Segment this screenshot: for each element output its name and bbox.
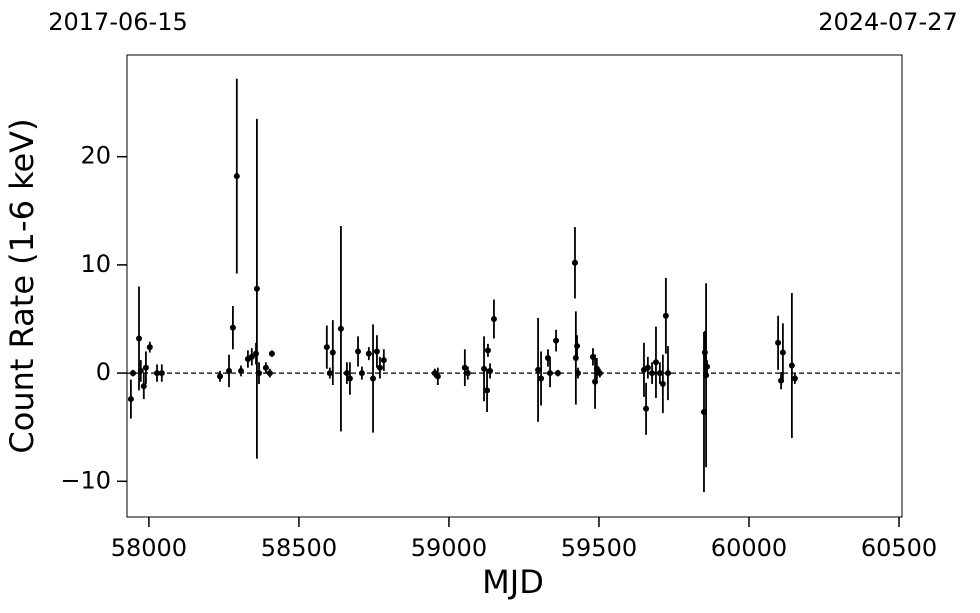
top-left-label: 2017-06-15 bbox=[48, 8, 187, 36]
data-point bbox=[136, 335, 143, 342]
data-point bbox=[652, 359, 659, 366]
data-point bbox=[154, 370, 161, 377]
x-tick-label: 58000 bbox=[111, 534, 187, 562]
data-point bbox=[355, 348, 362, 355]
data-point bbox=[137, 367, 144, 374]
data-point bbox=[376, 364, 383, 371]
data-point bbox=[574, 370, 581, 377]
data-point bbox=[238, 367, 245, 374]
data-point bbox=[380, 357, 387, 364]
data-point bbox=[484, 387, 491, 394]
data-point bbox=[649, 370, 656, 377]
data-point bbox=[574, 343, 581, 350]
x-tick-label: 60000 bbox=[711, 534, 787, 562]
data-point bbox=[703, 372, 710, 379]
data-point bbox=[268, 350, 275, 357]
data-point bbox=[659, 380, 666, 387]
data-point bbox=[337, 325, 344, 332]
data-point bbox=[481, 365, 488, 372]
data-point bbox=[535, 366, 542, 373]
data-point bbox=[592, 378, 599, 385]
data-point bbox=[323, 344, 330, 351]
data-point bbox=[329, 349, 336, 356]
data-point bbox=[554, 370, 561, 377]
data-point bbox=[643, 405, 650, 412]
x-tick-label: 59000 bbox=[411, 534, 487, 562]
data-point bbox=[226, 367, 233, 374]
data-point bbox=[461, 364, 468, 371]
y-tick-label: 0 bbox=[96, 358, 111, 386]
data-point bbox=[146, 344, 153, 351]
data-point bbox=[370, 375, 377, 382]
data-point bbox=[487, 367, 494, 374]
data-point bbox=[593, 365, 600, 372]
data-point bbox=[664, 370, 671, 377]
data-point bbox=[262, 364, 269, 371]
data-point bbox=[373, 348, 380, 355]
data-point bbox=[365, 350, 372, 357]
data-point bbox=[703, 363, 710, 370]
data-point bbox=[484, 347, 491, 354]
data-point bbox=[233, 173, 240, 180]
data-point bbox=[553, 337, 560, 344]
top-right-label: 2024-07-27 bbox=[818, 8, 957, 36]
data-point bbox=[256, 370, 263, 377]
data-point bbox=[596, 370, 603, 377]
data-point bbox=[343, 370, 350, 377]
data-point bbox=[229, 324, 236, 331]
y-tick-label: 10 bbox=[80, 250, 111, 278]
data-point bbox=[788, 362, 795, 369]
x-axis-label: MJD bbox=[482, 563, 544, 601]
data-point bbox=[158, 370, 165, 377]
data-point bbox=[266, 370, 273, 377]
data-point bbox=[140, 383, 147, 390]
y-tick-label: 20 bbox=[80, 142, 111, 170]
data-point bbox=[571, 259, 578, 266]
data-point bbox=[217, 373, 224, 380]
y-tick-label: −10 bbox=[60, 466, 111, 494]
x-tick-label: 58500 bbox=[261, 534, 337, 562]
data-point bbox=[791, 375, 798, 382]
data-point bbox=[346, 375, 353, 382]
data-point bbox=[127, 396, 134, 403]
data-point bbox=[464, 370, 471, 377]
data-point bbox=[662, 312, 669, 319]
data-point bbox=[253, 285, 260, 292]
x-tick-label: 59500 bbox=[561, 534, 637, 562]
data-point bbox=[779, 349, 786, 356]
data-point bbox=[656, 370, 663, 377]
data-point bbox=[775, 339, 782, 346]
data-point bbox=[434, 373, 441, 380]
data-point bbox=[490, 316, 497, 322]
data-point bbox=[253, 350, 260, 357]
y-axis-label: Count Rate (1-6 keV) bbox=[3, 118, 41, 453]
data-point bbox=[644, 364, 651, 371]
data-point bbox=[248, 353, 255, 360]
data-point bbox=[326, 370, 333, 377]
data-point bbox=[130, 370, 137, 377]
data-point bbox=[538, 375, 545, 382]
data-point bbox=[142, 364, 149, 371]
x-tick-label: 60500 bbox=[861, 534, 937, 562]
data-point bbox=[358, 370, 365, 377]
data-point bbox=[547, 370, 554, 377]
plot-frame bbox=[126, 54, 903, 518]
